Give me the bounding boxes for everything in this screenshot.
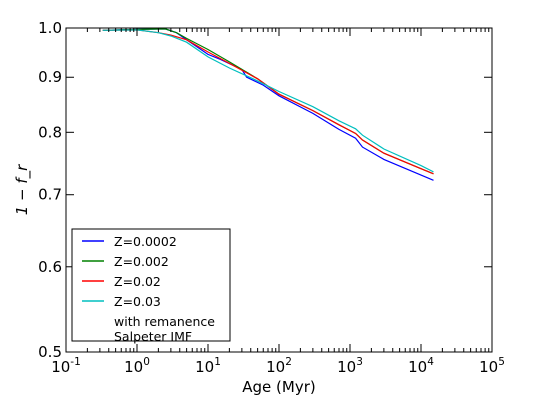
x-tick-label: 104 [408, 356, 434, 376]
x-tick-label: 10-1 [51, 356, 81, 376]
legend-note-imf: Salpeter IMF [114, 329, 192, 344]
series-line-2 [102, 29, 434, 175]
x-tick-label: 102 [266, 356, 292, 376]
y-axis-label-text: 1 − f_r [13, 164, 32, 215]
ticks-layer [65, 27, 493, 353]
series-layer [102, 28, 434, 181]
y-tick-label: 0.8 [38, 123, 62, 141]
series-line-0 [102, 28, 434, 181]
legend-label-3: Z=0.03 [114, 294, 161, 309]
legend-note-remanence: with remanence [114, 314, 215, 329]
y-axis-label: 1 − f_r [13, 164, 32, 215]
y-tick-label: 0.9 [38, 68, 62, 86]
y-tick-label: 0.7 [38, 186, 62, 204]
legend-box [71, 228, 231, 342]
series-line-3 [102, 29, 434, 173]
y-tick-labels: 0.5 0.6 0.7 0.8 0.9 1.0 [38, 19, 62, 361]
legend-label-0: Z=0.0002 [114, 234, 177, 249]
x-tick-label: 101 [195, 356, 221, 376]
x-axis-label: Age (Myr) [242, 378, 315, 396]
y-tick-label: 0.6 [38, 258, 62, 276]
legend: Z=0.0002 Z=0.002 Z=0.02 Z=0.03 with remanen… [71, 228, 231, 344]
y-tick-label: 1.0 [38, 19, 62, 37]
y-tick-label: 0.5 [38, 343, 62, 361]
x-tick-label: 105 [479, 356, 505, 376]
legend-label-2: Z=0.02 [114, 274, 161, 289]
x-tick-label: 103 [337, 356, 363, 376]
x-tick-label: 100 [124, 356, 150, 376]
x-tick-labels: 10-1 100 101 102 103 104 105 [51, 356, 505, 376]
series-line-1 [102, 28, 434, 175]
legend-label-1: Z=0.002 [114, 254, 169, 269]
legend-items: Z=0.0002 Z=0.002 Z=0.02 Z=0.03 [82, 234, 177, 309]
